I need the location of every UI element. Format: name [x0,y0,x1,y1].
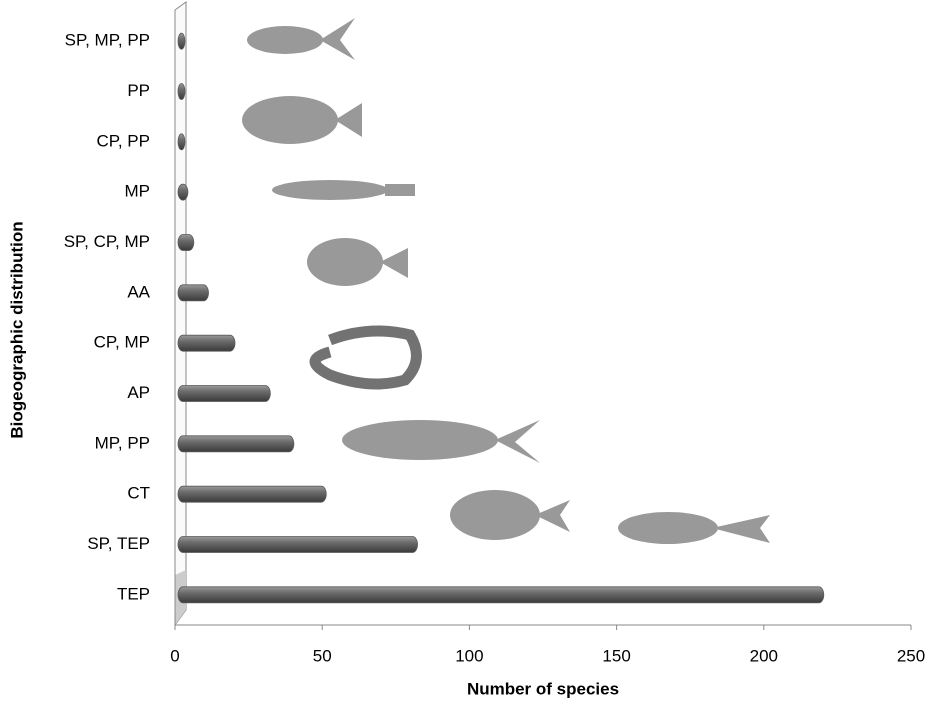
bar [177,83,186,100]
y-tick-label: MP [125,182,151,201]
bar [177,183,189,201]
bar [177,435,295,453]
x-tick-label: 250 [897,646,925,665]
y-tick-label: CT [127,484,150,503]
bar [177,485,327,503]
x-axis-title: Number of species [467,679,619,698]
bar [177,536,418,553]
bar [177,334,236,352]
y-axis-title: Biogeographic distribution [7,221,26,438]
y-tick-label: CP, PP [96,131,150,150]
x-tick-label: 0 [170,646,179,665]
y-tick-label: SP, TEP [87,534,150,553]
x-tick-label: 50 [313,646,332,665]
y-tick-label: SP, MP, PP [65,31,150,50]
y-tick-label: AA [127,282,150,301]
y-tick-label: AP [127,383,150,402]
bar [177,586,825,604]
bar [177,133,186,151]
y-tick-label: CP, MP [94,333,150,352]
bar [177,234,195,251]
x-tick-label: 100 [455,646,483,665]
x-tick-label: 200 [750,646,778,665]
y-tick-label: SP, CP, MP [64,232,150,251]
y-tick-label: MP, PP [95,433,150,452]
y-tick-label: PP [127,81,150,100]
y-tick-label: TEP [117,584,150,603]
fish-illustrations [242,18,770,544]
bar [177,32,186,50]
bar [177,284,209,302]
bar [177,385,271,402]
x-tick-label: 150 [602,646,630,665]
